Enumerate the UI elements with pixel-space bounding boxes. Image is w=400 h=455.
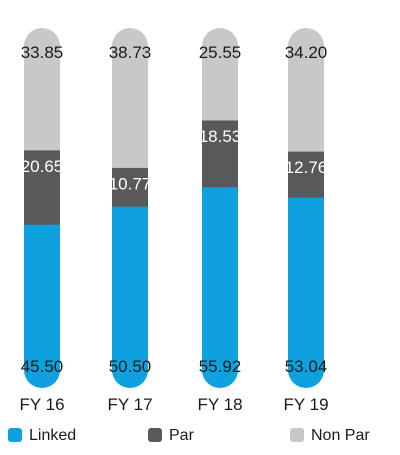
bar-segment-linked bbox=[112, 206, 148, 388]
legend-item-par: Par bbox=[148, 427, 195, 444]
value-label: 55.92 bbox=[199, 357, 242, 376]
x-tick-label: FY 19 bbox=[283, 395, 328, 414]
value-label: 25.55 bbox=[199, 43, 242, 62]
bar-segment-par bbox=[112, 167, 148, 207]
bar-stack-fy-16 bbox=[24, 28, 60, 388]
bar-stack-fy-17 bbox=[112, 28, 148, 388]
value-label: 34.20 bbox=[285, 43, 328, 62]
bar-segment-non-par bbox=[202, 28, 238, 121]
bar-segment-linked bbox=[24, 224, 60, 388]
legend-item-non-par: Non Par bbox=[290, 427, 370, 444]
bar-segment-par bbox=[202, 119, 238, 188]
legend-item-linked: Linked bbox=[8, 427, 76, 444]
legend-label: Non Par bbox=[311, 427, 370, 444]
legend-swatch bbox=[290, 428, 304, 442]
value-label: 18.53 bbox=[199, 127, 242, 146]
value-label: 53.04 bbox=[285, 357, 328, 376]
value-label: 38.73 bbox=[109, 43, 152, 62]
value-label: 20.65 bbox=[21, 157, 64, 176]
legend: Linked Par Non Par bbox=[8, 427, 370, 444]
value-label: 33.85 bbox=[21, 43, 64, 62]
value-label: 45.50 bbox=[21, 357, 64, 376]
value-label: 50.50 bbox=[109, 357, 152, 376]
x-axis-labels: FY 16 FY 17 FY 18 FY 19 bbox=[19, 395, 328, 414]
x-tick-label: FY 16 bbox=[19, 395, 64, 414]
bars-area: 45.50 20.65 33.85 50.50 10.77 38.73 55.92 18.53… bbox=[21, 28, 328, 388]
bar-stack-fy-18 bbox=[202, 28, 238, 388]
x-tick-label: FY 17 bbox=[107, 395, 152, 414]
bar-segment-linked bbox=[288, 197, 324, 388]
bar-segment-non-par bbox=[24, 28, 60, 151]
bar-segment-non-par bbox=[112, 28, 148, 168]
bar-segment-par bbox=[288, 151, 324, 198]
bar-segment-non-par bbox=[288, 28, 324, 152]
legend-label: Par bbox=[169, 427, 195, 444]
bar-stack-fy-19 bbox=[288, 28, 324, 388]
legend-label: Linked bbox=[29, 427, 76, 444]
value-label: 10.77 bbox=[109, 174, 152, 193]
x-tick-label: FY 18 bbox=[197, 395, 242, 414]
value-label: 12.76 bbox=[285, 158, 328, 177]
legend-swatch bbox=[148, 428, 162, 442]
legend-swatch bbox=[8, 428, 22, 442]
bar-segment-linked bbox=[202, 186, 238, 388]
bar-segment-par bbox=[24, 149, 60, 225]
